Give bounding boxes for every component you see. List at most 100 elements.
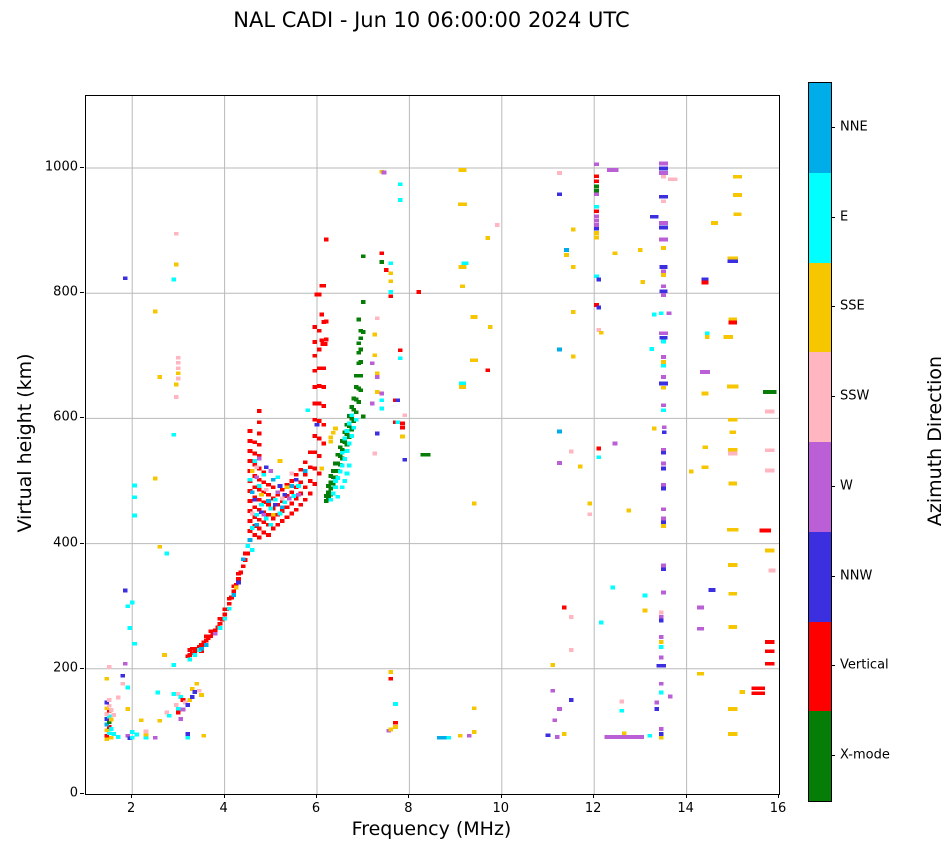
echo-point-sse [259,492,264,497]
echo-point-ssw [568,648,574,652]
echo-point-vertical [701,280,709,285]
echo-point-vertical [203,638,209,643]
echo-point-nnw [395,398,401,403]
echo-point-ssw [263,487,269,492]
echo-point-sse [173,262,179,267]
echo-point-x-mode [349,405,354,409]
echo-point-x-mode [356,361,361,366]
echo-point-vertical [192,649,197,654]
echo-point-vertical [751,686,766,691]
colorbar-tick [831,665,835,667]
echo-point-vertical [388,676,394,681]
echo-point-vertical [261,520,267,525]
echo-point-vertical [256,409,262,413]
echo-point-e [132,483,137,488]
echo-point-sse [598,330,604,335]
echo-point-e [256,484,262,488]
echo-point-e [397,182,403,187]
echo-point-e [351,425,357,430]
colorbar-tick [831,396,835,398]
echo-point-sse [701,391,709,396]
echo-point-vertical [261,510,267,515]
echo-point-ssw [196,688,202,693]
y-tick-mark [80,292,84,294]
echo-point-sse [457,733,463,738]
echo-point-sse [571,227,576,232]
echo-point-e [647,733,652,738]
echo-point-vertical [226,596,232,601]
plot-area [85,95,780,795]
echo-point-vertical [256,454,262,458]
echo-point-e [143,735,149,740]
echo-point-vertical [213,628,218,633]
colorbar-label-e: E [840,209,849,225]
echo-point-nnw [654,707,659,711]
echo-point-sse [157,375,163,379]
echo-point-x-mode [379,260,384,264]
echo-point-vertical [303,460,308,465]
echo-point-e [658,690,664,695]
echo-point-ssw [176,376,181,381]
echo-point-w [661,482,666,487]
y-tick-mark [80,793,84,794]
echo-point-w [125,733,130,738]
echo-point-vertical [222,612,227,617]
echo-point-sse [328,435,334,440]
echo-point-nne [231,593,237,597]
echo-point-vertical [266,512,271,517]
echo-point-nnw [662,430,667,435]
echo-point-e [129,735,135,740]
echo-point-vertical [320,342,328,346]
echo-point-e [187,657,193,662]
echo-point-vertical [199,643,204,647]
echo-point-sse [640,280,645,284]
echo-point-vertical [284,505,290,510]
echo-point-nnw [661,520,666,525]
echo-point-vertical [307,479,313,483]
echo-point-ssw [765,409,775,414]
echo-point-sse [250,469,255,473]
echo-point-vertical [284,482,290,487]
echo-point-vertical [312,466,317,471]
echo-point-nnw [658,225,669,230]
echo-point-x-mode [358,360,364,364]
echo-point-nne [104,722,110,727]
echo-point-vertical [317,401,322,406]
echo-point-e [129,730,135,734]
echo-point-e [347,463,352,468]
echo-point-vertical [312,325,317,329]
echo-point-vertical [303,472,308,477]
x-tick-mark [778,794,779,798]
x-tick-label: 8 [404,801,413,816]
echo-point-sse [157,718,163,723]
echo-point-w [700,370,711,374]
colorbar-segment-e [809,172,831,263]
echo-point-x-mode [335,461,341,466]
echo-point-w [604,735,644,739]
echo-point-sse [727,256,738,261]
echo-point-x-mode [594,184,599,189]
echo-point-nnw [658,166,669,171]
echo-point-nne [240,557,246,562]
echo-point-sse [723,335,733,339]
echo-point-x-mode [354,410,359,415]
x-tick-mark [223,794,225,798]
echo-point-ssw [568,449,574,454]
echo-point-sse [578,464,583,469]
echo-point-e [132,495,137,500]
echo-point-vertical [321,385,327,389]
echo-point-e [268,506,274,511]
echo-point-w [697,605,704,610]
echo-point-vertical [275,492,280,497]
echo-point-e [132,513,137,518]
echo-point-x-mode [323,494,329,498]
x-tick-mark [316,794,317,798]
echo-point-sse [621,731,627,736]
echo-point-vertical [247,529,253,533]
echo-point-w [658,615,664,619]
echo-point-vertical [280,519,285,523]
echo-point-nnw [594,226,599,231]
echo-point-vertical [298,480,304,485]
echo-point-vertical [261,480,267,485]
echo-point-vertical [275,522,280,527]
